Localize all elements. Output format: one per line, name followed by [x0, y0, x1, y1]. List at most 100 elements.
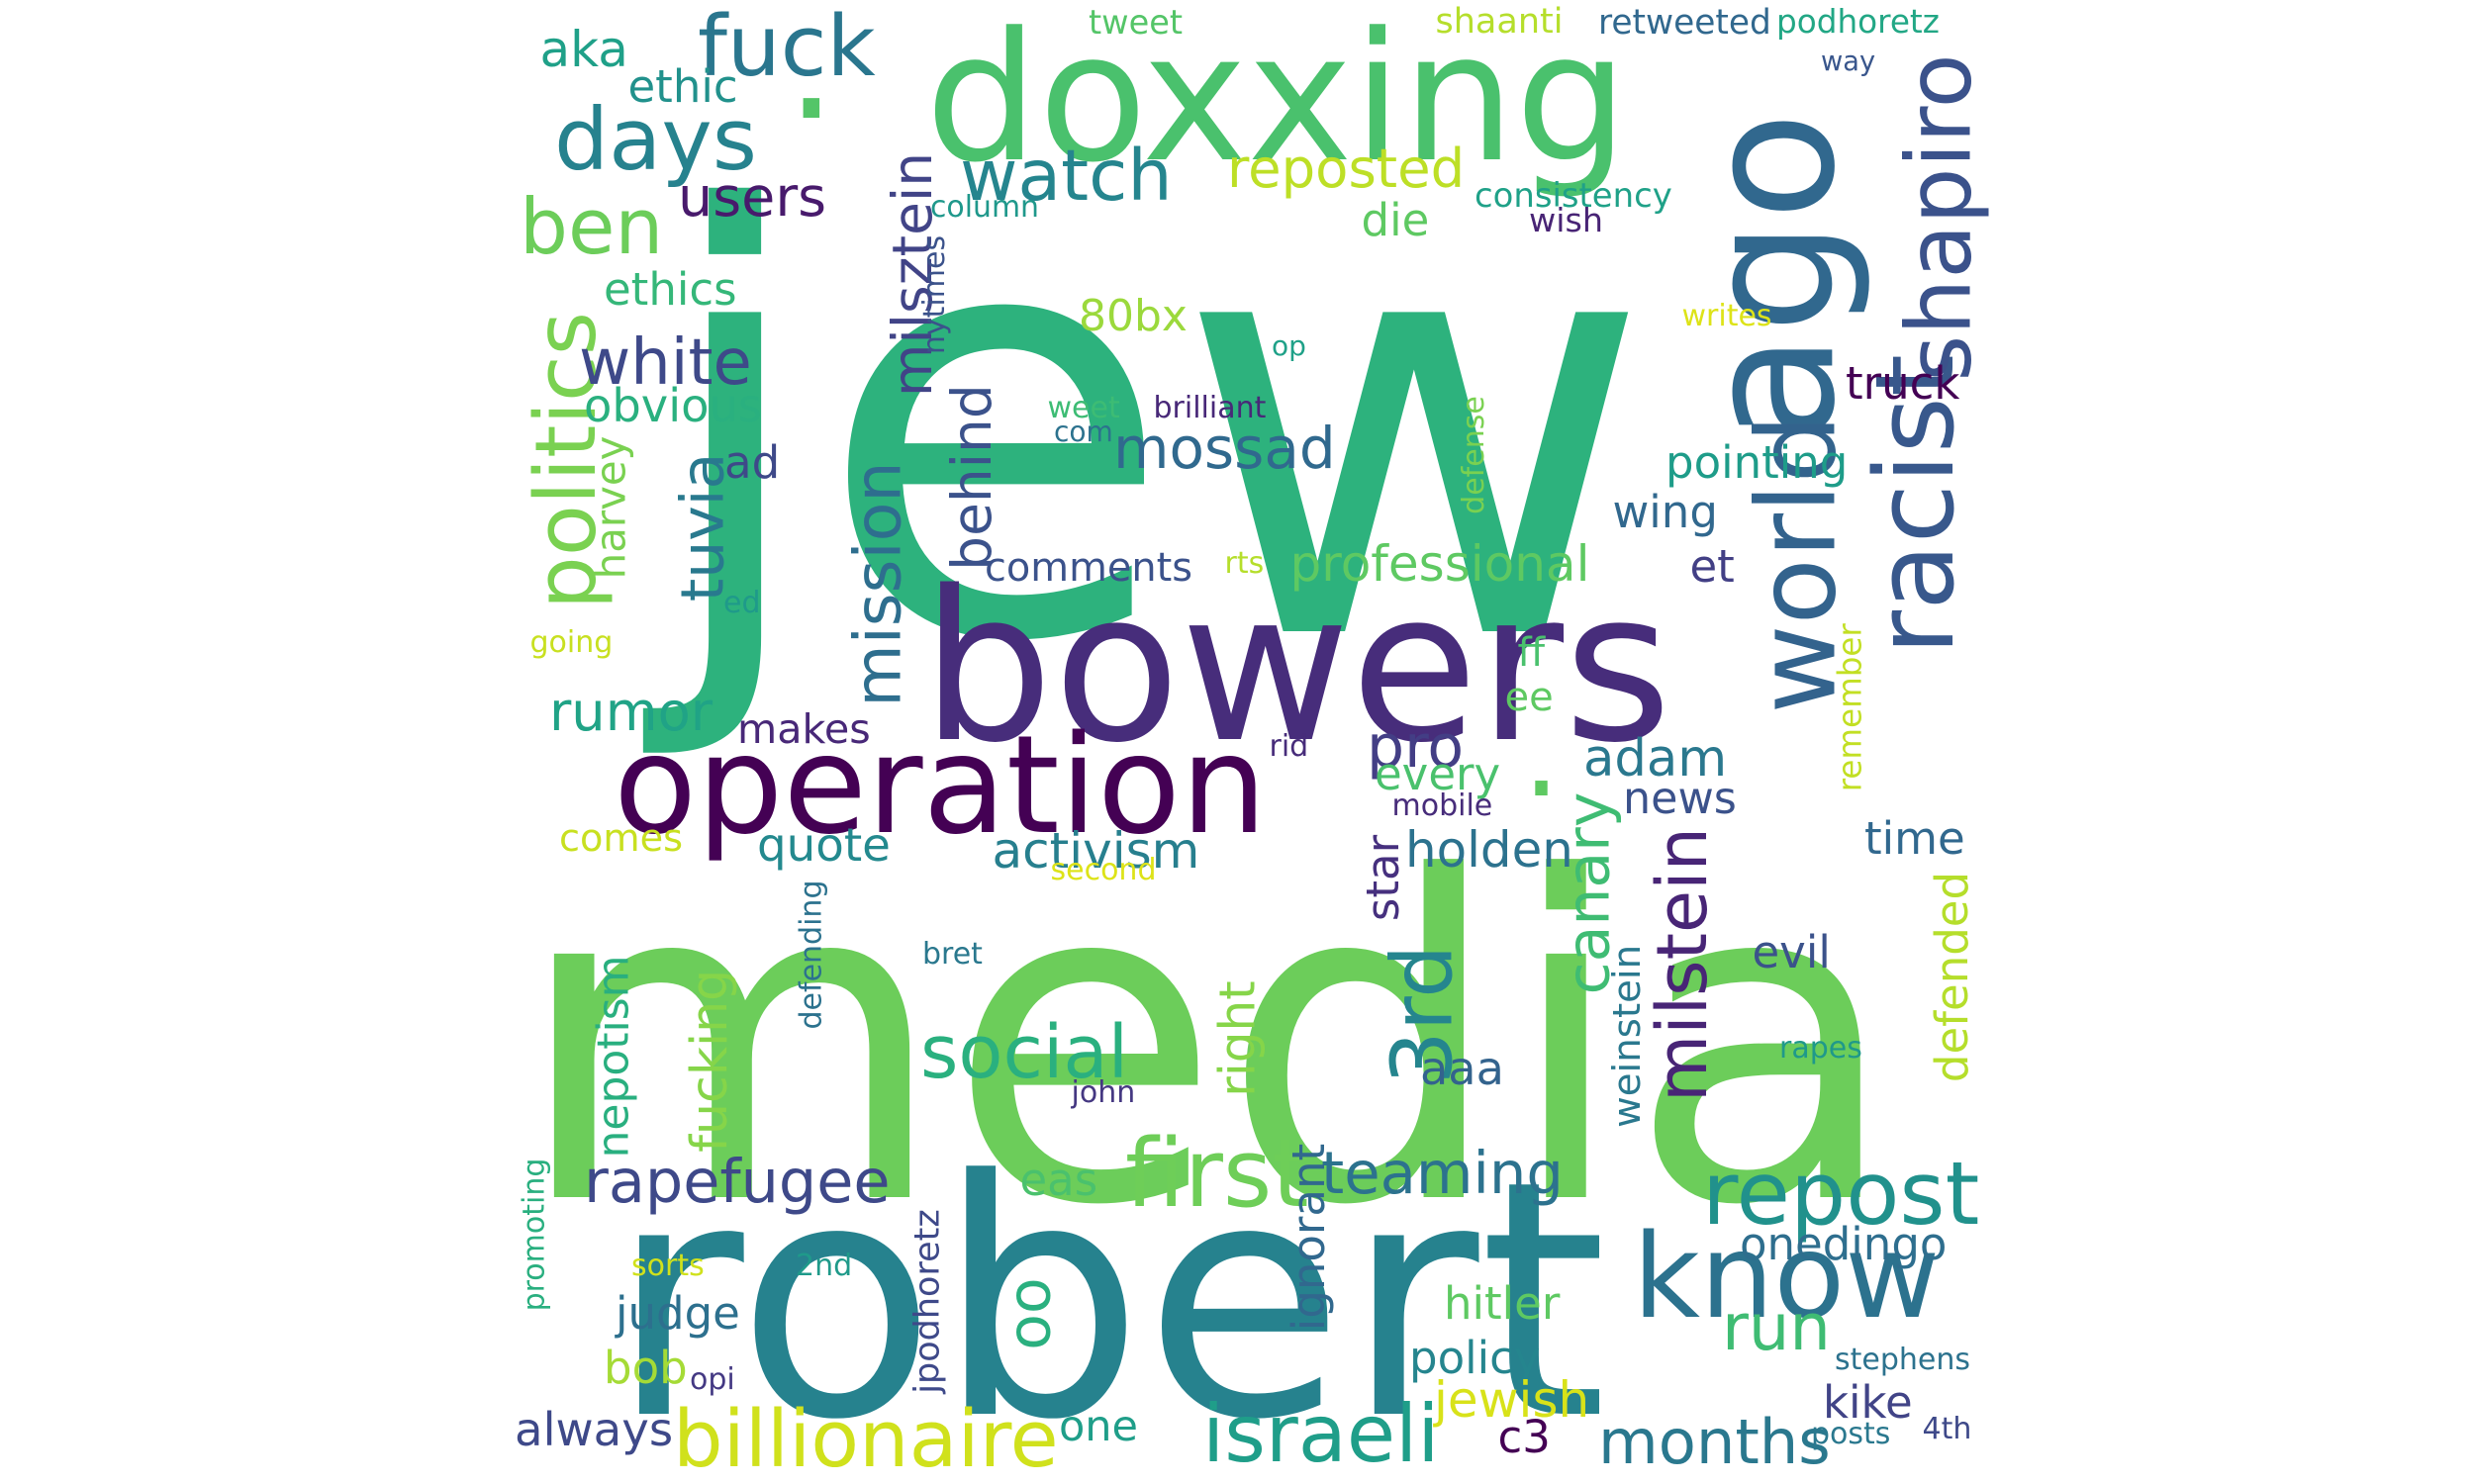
word-repost: repost [1702, 1143, 1980, 1245]
word-wish: wish [1529, 201, 1604, 239]
word-israeli: israeli [1202, 1388, 1440, 1480]
word-rts: rts [1224, 546, 1265, 581]
word-die: die [1361, 194, 1430, 246]
word-mobile: mobile [1391, 788, 1493, 823]
word-defense: defense [1456, 396, 1491, 514]
word-op: op [1272, 329, 1306, 362]
word-shaanti: shaanti [1435, 2, 1564, 42]
word-right: right [1208, 980, 1267, 1097]
word-dot-119: . [1522, 687, 1561, 825]
word-ignorant: ignorant [1283, 1143, 1336, 1331]
word-kike: kike [1823, 1376, 1913, 1429]
word-every: every [1375, 748, 1501, 800]
word-writes: writes [1681, 299, 1772, 333]
word-run: run [1722, 1290, 1831, 1365]
word-news: news [1623, 773, 1737, 824]
word-know: know [1633, 1208, 1941, 1345]
word-brilliant: brilliant [1153, 391, 1267, 425]
word-days: days [554, 90, 758, 190]
word-hitler: hitler [1444, 1277, 1561, 1330]
word-adam: adam [1583, 729, 1728, 788]
word-oo: oo [995, 1276, 1065, 1350]
word-c3: c3 [1497, 1411, 1551, 1463]
word-tweet: tweet [1089, 2, 1184, 42]
word-stephens: stephens [1835, 1343, 1971, 1377]
word-column: column [930, 190, 1039, 225]
word-operation: operation [614, 706, 1268, 865]
word-ed: ed [723, 586, 761, 620]
word-comes: comes [559, 816, 684, 861]
word-reposted: reposted [1227, 137, 1466, 200]
word-ethic: ethic [627, 60, 738, 113]
word-always: always [515, 1402, 674, 1456]
word-comments: comments [985, 545, 1192, 591]
word-rid: rid [1269, 729, 1309, 764]
word-time: time [1864, 812, 1965, 865]
word-dot-118: . [786, 0, 837, 155]
word-2nd: 2nd [796, 1249, 853, 1283]
word-users: users [678, 165, 827, 230]
word-bowers: bowers [921, 546, 1672, 788]
word-billionaire: billionaire [673, 1393, 1059, 1484]
word-sorts: sorts [631, 1249, 705, 1283]
word-jpodhoretz: jpodhoretz [907, 1208, 948, 1394]
word-policy: policy [1409, 1332, 1541, 1384]
word-obvious: obvious [584, 379, 763, 432]
word-evil: evil [1752, 926, 1831, 978]
word-rumor: rumor [549, 681, 714, 743]
word-podhoretz: podhoretz [1776, 3, 1940, 41]
word-professional: professional [1289, 535, 1590, 593]
word-wing: wing [1612, 486, 1718, 538]
word-watch: watch [960, 135, 1173, 217]
word-tuvia: tuvia [667, 452, 737, 602]
word-robert: robert [610, 1111, 1607, 1484]
word-4th: 4th [1922, 1412, 1972, 1446]
word-rapefugee: rapefugee [584, 1148, 891, 1217]
word-holden: holden [1405, 821, 1573, 879]
word-ad: ad [724, 436, 781, 489]
word-bret: bret [922, 937, 983, 972]
word-harvey: harvey [586, 435, 635, 579]
word-80bx: 80bx [1079, 291, 1188, 341]
word-judge: judge [616, 1287, 740, 1340]
word-media: media [514, 785, 1901, 1303]
word-fuck: fuck [698, 0, 876, 96]
word-retweeted: retweeted [1598, 2, 1771, 43]
word-milstein: milstein [1641, 827, 1723, 1102]
word-bob: bob [604, 1342, 688, 1394]
word-nepotism: nepotism [588, 954, 639, 1158]
word-truck: truck [1846, 357, 1960, 410]
word-ago: ago [1666, 111, 1874, 443]
word-consistency: consistency [1475, 175, 1672, 215]
word-opi: opi [690, 1362, 735, 1397]
word-social: social [920, 1011, 1129, 1095]
word-john: john [1071, 1075, 1136, 1110]
word-mossad: mossad [1113, 414, 1336, 482]
word-mission: mission [841, 460, 916, 707]
word-months: months [1598, 1405, 1831, 1478]
word-aaa: aaa [1420, 1042, 1504, 1095]
word-aka: aka [539, 21, 628, 78]
word-onedingo: onedingo [1740, 1218, 1948, 1270]
word-nytimes: nytimes [917, 234, 953, 354]
word-teaming: teaming [1321, 1138, 1564, 1207]
word-one: one [1059, 1402, 1139, 1451]
word-fucking: fucking [680, 969, 739, 1153]
word-defending: defending [793, 880, 828, 1030]
word-ff: ff [1517, 630, 1546, 676]
word-et: et [1689, 540, 1735, 593]
word-rapes: rapes [1779, 1031, 1862, 1066]
word-jewish: jewish [1434, 1371, 1590, 1429]
word-pro: pro [1367, 712, 1465, 782]
word-quote: quote [757, 818, 891, 873]
word-going: going [529, 625, 614, 660]
word-activism: activism [992, 822, 1200, 880]
word-makes: makes [737, 705, 871, 753]
word-promoting: promoting [516, 1158, 551, 1311]
word-white: white [579, 325, 752, 400]
word-way: way [1821, 46, 1876, 77]
word-ethics: ethics [604, 263, 737, 316]
word-pointing: pointing [1665, 436, 1849, 489]
word-posts: posts [1811, 1417, 1891, 1451]
